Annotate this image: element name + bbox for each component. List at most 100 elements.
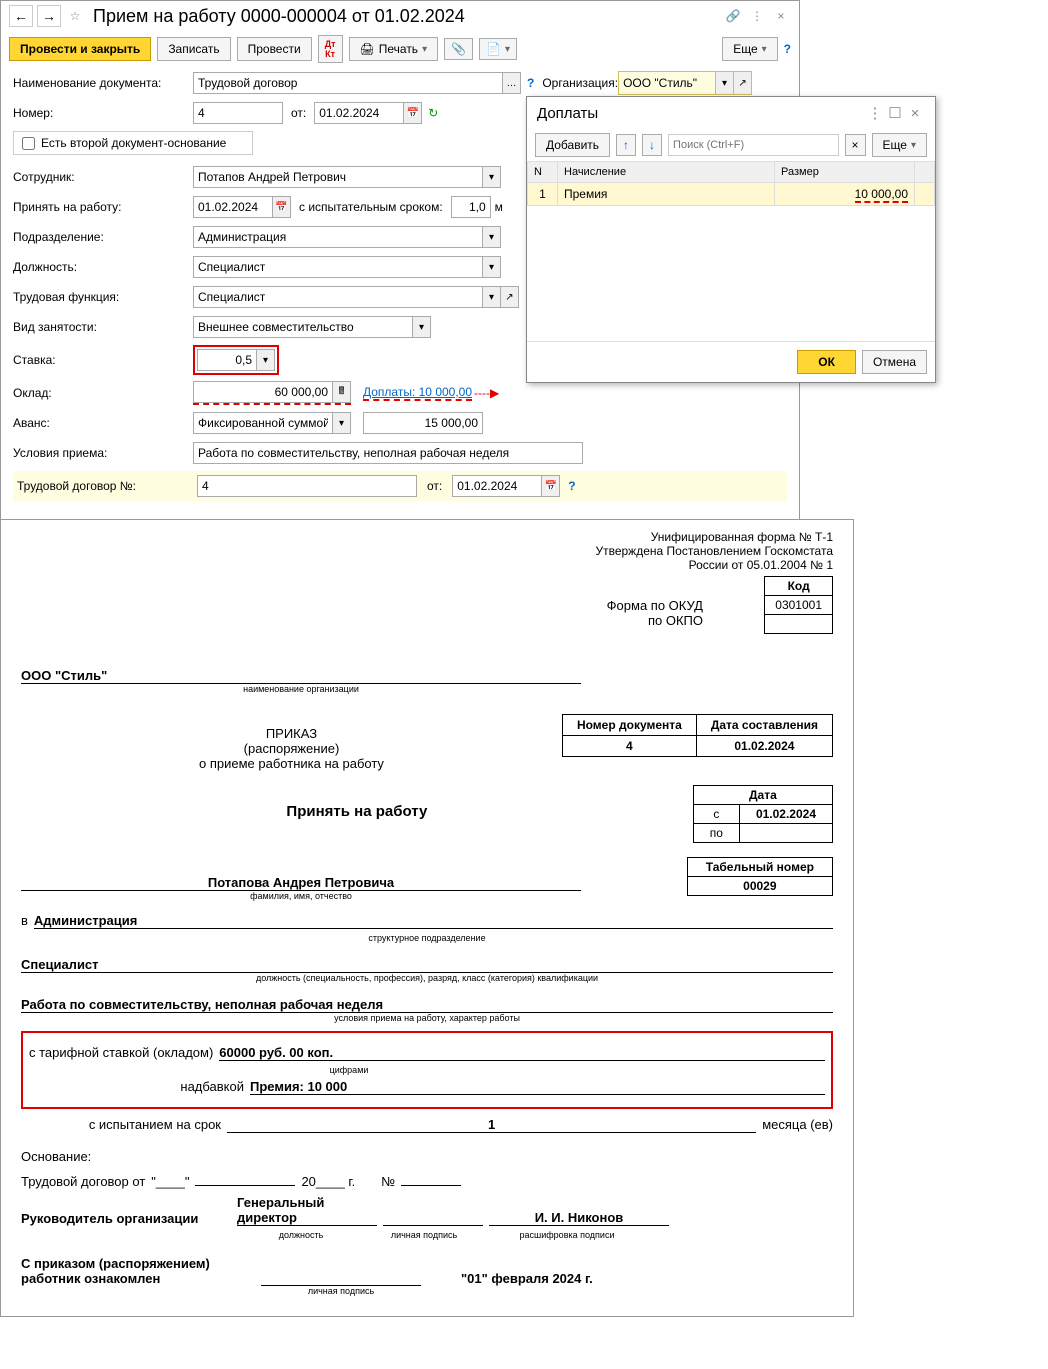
in-label: в	[21, 913, 28, 928]
doc-name-ellipsis[interactable]: …	[503, 72, 521, 94]
conditions-label: Условия приема:	[13, 446, 193, 460]
position-value: Специалист	[21, 957, 833, 973]
calendar-icon[interactable]: 📅	[542, 475, 560, 497]
main-window: ← → ☆ Прием на работу 0000-000004 от 01.…	[0, 0, 800, 520]
help-icon[interactable]: ?	[568, 479, 575, 493]
kebab-icon[interactable]: ⋮	[865, 103, 885, 123]
position-caption: должность (специальность, профессия), ра…	[21, 973, 833, 983]
col-n[interactable]: N	[528, 162, 558, 183]
rate-dropdown[interactable]: ▾	[257, 349, 275, 371]
popup-titlebar: Доплаты ⋮ ☐ ×	[527, 97, 935, 129]
position-input[interactable]	[193, 256, 483, 278]
contract-num-input[interactable]	[197, 475, 417, 497]
dept-dropdown[interactable]: ▾	[483, 226, 501, 248]
tariff-label: с тарифной ставкой (окладом)	[29, 1045, 213, 1060]
employee-dropdown[interactable]: ▾	[483, 166, 501, 188]
head-name: И. И. Никонов	[489, 1210, 669, 1226]
move-up-button[interactable]: ↑	[616, 134, 636, 156]
more-button[interactable]: Еще	[722, 37, 777, 61]
kebab-icon[interactable]: ⋮	[747, 6, 767, 26]
search-input[interactable]	[668, 134, 838, 156]
advance-type-dropdown[interactable]: ▾	[333, 412, 351, 434]
advance-value-input[interactable]	[363, 412, 483, 434]
titlebar: ← → ☆ Прием на работу 0000-000004 от 01.…	[1, 1, 799, 31]
second-doc-checkbox[interactable]	[22, 137, 35, 150]
surcharges-link[interactable]: Доплаты: 10 000,00	[363, 385, 472, 401]
function-open[interactable]: ↗	[501, 286, 519, 308]
advance-type-input[interactable]	[193, 412, 333, 434]
calendar-icon[interactable]: 📅	[273, 196, 291, 218]
salary-calc-icon[interactable]: 🖩	[333, 381, 351, 403]
link-icon[interactable]: 🔗	[723, 6, 743, 26]
dept-input[interactable]	[193, 226, 483, 248]
rate-input[interactable]	[197, 349, 257, 371]
okud-label: Форма по ОКУД	[21, 598, 703, 613]
employment-input[interactable]	[193, 316, 413, 338]
popup-more-button[interactable]: Еще	[872, 133, 927, 157]
close-icon[interactable]: ×	[905, 103, 925, 123]
add-button[interactable]: Добавить	[535, 133, 610, 157]
printer-icon: 🖨	[360, 42, 375, 56]
conditions-input[interactable]	[193, 442, 583, 464]
dept-label: Подразделение:	[13, 230, 193, 244]
cell-amount: 10 000,00	[855, 187, 908, 203]
nav-back-button[interactable]: ←	[9, 5, 33, 27]
org-input[interactable]	[619, 72, 715, 94]
trial-input[interactable]	[451, 196, 491, 218]
refresh-icon[interactable]: ↻	[428, 106, 438, 120]
print-document: Унифицированная форма № Т-1 Утверждена П…	[0, 519, 854, 1317]
employment-label: Вид занятости:	[13, 320, 193, 334]
surcharge-label: надбавкой	[29, 1079, 244, 1094]
conditions-value: Работа по совместительству, неполная раб…	[21, 997, 833, 1013]
salary-input[interactable]	[193, 381, 333, 403]
close-icon[interactable]: ×	[771, 6, 791, 26]
post-button[interactable]: Провести	[237, 37, 312, 61]
misc-button[interactable]: 📄	[479, 38, 517, 60]
hire-date-input[interactable]	[193, 196, 273, 218]
doc-meta-table: Номер документа Дата составления 4 01.02…	[562, 714, 833, 757]
position-dropdown[interactable]: ▾	[483, 256, 501, 278]
employee-label: Сотрудник:	[13, 170, 193, 184]
cell-n: 1	[528, 183, 558, 206]
function-input[interactable]	[193, 286, 483, 308]
col-amount[interactable]: Размер	[775, 162, 915, 183]
post-and-close-button[interactable]: Провести и закрыть	[9, 37, 151, 61]
move-down-button[interactable]: ↓	[642, 134, 662, 156]
contract-from-text: Трудовой договор от	[21, 1174, 145, 1189]
calendar-icon[interactable]: 📅	[404, 102, 422, 124]
popup-toolbar: Добавить ↑ ↓ × Еще	[527, 129, 935, 161]
trial-value: 1	[227, 1117, 756, 1133]
org-label: Организация:	[542, 76, 618, 90]
search-clear-button[interactable]: ×	[845, 134, 866, 156]
trial-unit: месяца (ев)	[762, 1117, 833, 1132]
nav-forward-button[interactable]: →	[37, 5, 61, 27]
star-icon[interactable]: ☆	[65, 6, 85, 26]
dtkt-button[interactable]: ДтКт	[318, 35, 343, 63]
help-icon[interactable]: ?	[784, 42, 791, 56]
function-dropdown[interactable]: ▾	[483, 286, 501, 308]
org-open[interactable]: ↗	[733, 72, 751, 94]
basis-label: Основание:	[21, 1149, 833, 1164]
employee-input[interactable]	[193, 166, 483, 188]
contract-label: Трудовой договор №:	[17, 479, 197, 493]
employment-dropdown[interactable]: ▾	[413, 316, 431, 338]
from-label: от:	[291, 106, 306, 120]
col-accrual[interactable]: Начисление	[558, 162, 775, 183]
contract-date-input[interactable]	[452, 475, 542, 497]
print-button[interactable]: 🖨 Печать	[349, 37, 439, 61]
trial-unit: м	[495, 200, 503, 214]
save-button[interactable]: Записать	[157, 37, 230, 61]
doc-name-input[interactable]	[193, 72, 503, 94]
number-input[interactable]	[193, 102, 283, 124]
ok-button[interactable]: ОК	[797, 350, 856, 374]
arrow-right-icon: ----▶	[474, 386, 499, 400]
table-row[interactable]: 1 Премия 10 000,00	[528, 183, 935, 206]
org-dropdown[interactable]: ▾	[715, 72, 733, 94]
date-input[interactable]	[314, 102, 404, 124]
maximize-icon[interactable]: ☐	[885, 103, 905, 123]
attach-button[interactable]: 📎	[444, 38, 473, 60]
cancel-button[interactable]: Отмена	[862, 350, 927, 374]
help-icon[interactable]: ?	[527, 76, 534, 90]
salary-box: с тарифной ставкой (окладом) 60000 руб. …	[21, 1031, 833, 1109]
surcharge-value: Премия: 10 000	[250, 1079, 825, 1095]
